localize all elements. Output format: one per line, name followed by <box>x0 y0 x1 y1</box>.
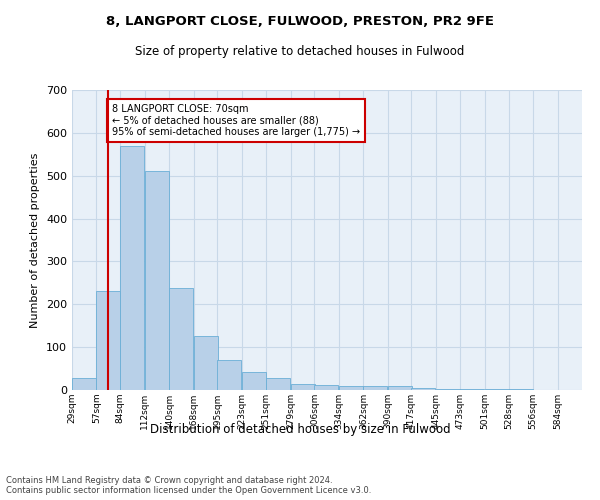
Bar <box>169 288 193 390</box>
Bar <box>242 372 266 390</box>
Bar <box>217 360 241 390</box>
Bar <box>194 336 218 390</box>
Y-axis label: Number of detached properties: Number of detached properties <box>31 152 40 328</box>
Bar <box>460 388 484 390</box>
Bar <box>97 290 121 390</box>
Bar <box>436 388 460 390</box>
Bar <box>314 386 338 390</box>
Bar <box>72 378 96 390</box>
Bar <box>388 386 412 390</box>
Text: 8, LANGPORT CLOSE, FULWOOD, PRESTON, PR2 9FE: 8, LANGPORT CLOSE, FULWOOD, PRESTON, PR2… <box>106 15 494 28</box>
Text: Distribution of detached houses by size in Fulwood: Distribution of detached houses by size … <box>149 422 451 436</box>
Bar <box>120 146 144 390</box>
Text: 8 LANGPORT CLOSE: 70sqm
← 5% of detached houses are smaller (88)
95% of semi-det: 8 LANGPORT CLOSE: 70sqm ← 5% of detached… <box>112 104 361 137</box>
Bar <box>364 386 388 390</box>
Bar <box>290 384 315 390</box>
Bar <box>412 388 436 390</box>
Bar <box>485 389 509 390</box>
Bar <box>145 172 169 390</box>
Bar <box>266 378 290 390</box>
Text: Size of property relative to detached houses in Fulwood: Size of property relative to detached ho… <box>136 45 464 58</box>
Bar <box>339 386 363 390</box>
Bar <box>509 389 533 390</box>
Text: Contains HM Land Registry data © Crown copyright and database right 2024.
Contai: Contains HM Land Registry data © Crown c… <box>6 476 371 495</box>
